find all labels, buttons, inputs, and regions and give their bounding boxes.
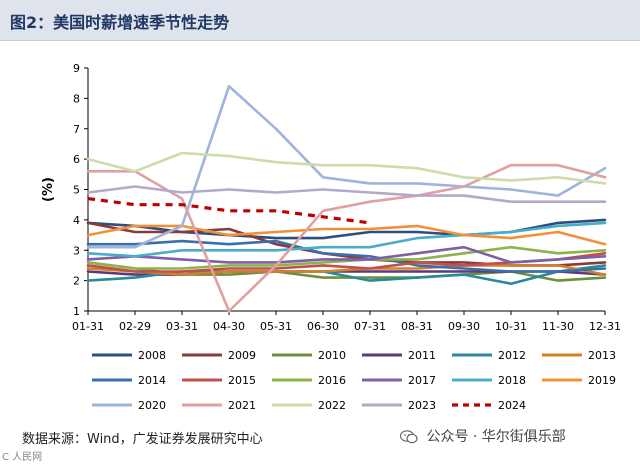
y-tick-label: 9 <box>73 62 80 75</box>
x-tick-label: 02-29 <box>119 320 151 333</box>
y-tick-label: 3 <box>73 244 80 257</box>
legend-label-2018: 2018 <box>498 374 526 387</box>
legend-label-2017: 2017 <box>408 374 436 387</box>
y-tick-label: 2 <box>73 275 80 288</box>
legend-label-2011: 2011 <box>408 349 436 362</box>
x-tick-label: 07-31 <box>354 320 386 333</box>
wechat-account: 公众号 · 华尔街俱乐部 <box>426 429 566 445</box>
x-tick-label: 11-30 <box>542 320 574 333</box>
y-tick-label: 7 <box>73 123 80 136</box>
legend-label-2010: 2010 <box>318 349 346 362</box>
legend-label-2016: 2016 <box>318 374 346 387</box>
y-tick-label: 1 <box>73 305 80 318</box>
legend-label-2019: 2019 <box>588 374 616 387</box>
y-tick-label: 8 <box>73 92 80 105</box>
x-tick-label: 05-31 <box>260 320 292 333</box>
x-tick-label: 10-31 <box>495 320 527 333</box>
legend-label-2020: 2020 <box>138 399 166 412</box>
legend-label-2015: 2015 <box>228 374 256 387</box>
series-line-2013 <box>86 264 607 276</box>
data-source: 数据来源：Wind，广发证券发展研究中心 <box>22 432 263 447</box>
title-bar: 图2：美国时薪增速季节性走势 <box>0 0 640 41</box>
x-tick-label: 04-30 <box>213 320 245 333</box>
x-tick-label: 09-30 <box>448 320 480 333</box>
series-line-2017 <box>86 245 607 264</box>
legend-label-2012: 2012 <box>498 349 526 362</box>
corner-watermark: C 人民网 <box>2 452 43 463</box>
y-tick-label: 5 <box>73 184 80 197</box>
legend-label-2009: 2009 <box>228 349 256 362</box>
legend-label-2021: 2021 <box>228 399 256 412</box>
wechat-icon <box>400 430 418 444</box>
x-tick-label: 12-31 <box>589 320 621 333</box>
series-line-2016 <box>86 245 607 270</box>
x-tick-label: 06-30 <box>307 320 339 333</box>
wechat-watermark: 公众号 · 华尔街俱乐部 <box>400 426 566 446</box>
series-line-2022 <box>86 151 607 185</box>
legend-label-2022: 2022 <box>318 399 346 412</box>
chart-title: 图2：美国时薪增速季节性走势 <box>10 13 230 32</box>
x-tick-label: 03-31 <box>166 320 198 333</box>
series-line-2024 <box>87 197 371 225</box>
legend-label-2014: 2014 <box>138 374 166 387</box>
series-line-2014 <box>86 239 607 273</box>
series-line-2023 <box>86 185 607 203</box>
legend-label-2013: 2013 <box>588 349 616 362</box>
legend-label-2023: 2023 <box>408 399 436 412</box>
x-tick-label: 08-31 <box>401 320 433 333</box>
y-tick-label: 4 <box>73 214 80 227</box>
legend-label-2024: 2024 <box>498 399 526 412</box>
legend-label-2008: 2008 <box>138 349 166 362</box>
x-tick-label: 01-31 <box>72 320 104 333</box>
series-line-2018 <box>86 221 607 258</box>
series-line-2019 <box>86 224 607 246</box>
series-line-2021 <box>86 163 607 313</box>
chart-area: 1 2 3 4 5 6 7 8 9 01-31 02-29 03-31 04-30 05-31 06-30 0… <box>41 62 621 412</box>
y-tick-label: 6 <box>73 153 80 166</box>
y-axis-label: (%) <box>41 177 56 202</box>
series-line-2020 <box>86 84 607 249</box>
